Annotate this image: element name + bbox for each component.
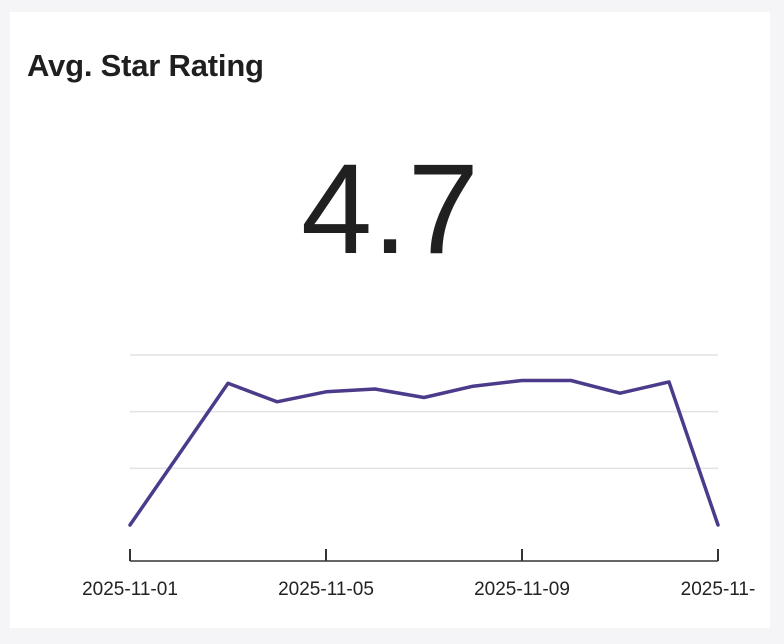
- x-tick-label-1: 2025-11-05: [278, 579, 374, 600]
- metric-value: 4.7: [301, 138, 479, 281]
- x-tick-label-2: 2025-11-09: [474, 579, 570, 600]
- scorecard: Avg. Star Rating 4.7 2025-11-01 2025-11-0…: [10, 12, 770, 628]
- series-line-0: [128, 378, 720, 527]
- x-tick-labels: 2025-11-01 2025-11-05 2025-11-09 2025-11-: [82, 579, 755, 600]
- x-tick-label-0: 2025-11-01: [82, 579, 178, 600]
- rating-sparkline-chart: 2025-11-01 2025-11-05 2025-11-09 2025-11-: [82, 354, 755, 600]
- x-tick-label-3: 2025-11-: [681, 579, 756, 600]
- gridlines: [130, 354, 718, 470]
- series-layer: [128, 378, 720, 527]
- x-axis: [129, 549, 719, 562]
- card-title: Avg. Star Rating: [27, 48, 264, 83]
